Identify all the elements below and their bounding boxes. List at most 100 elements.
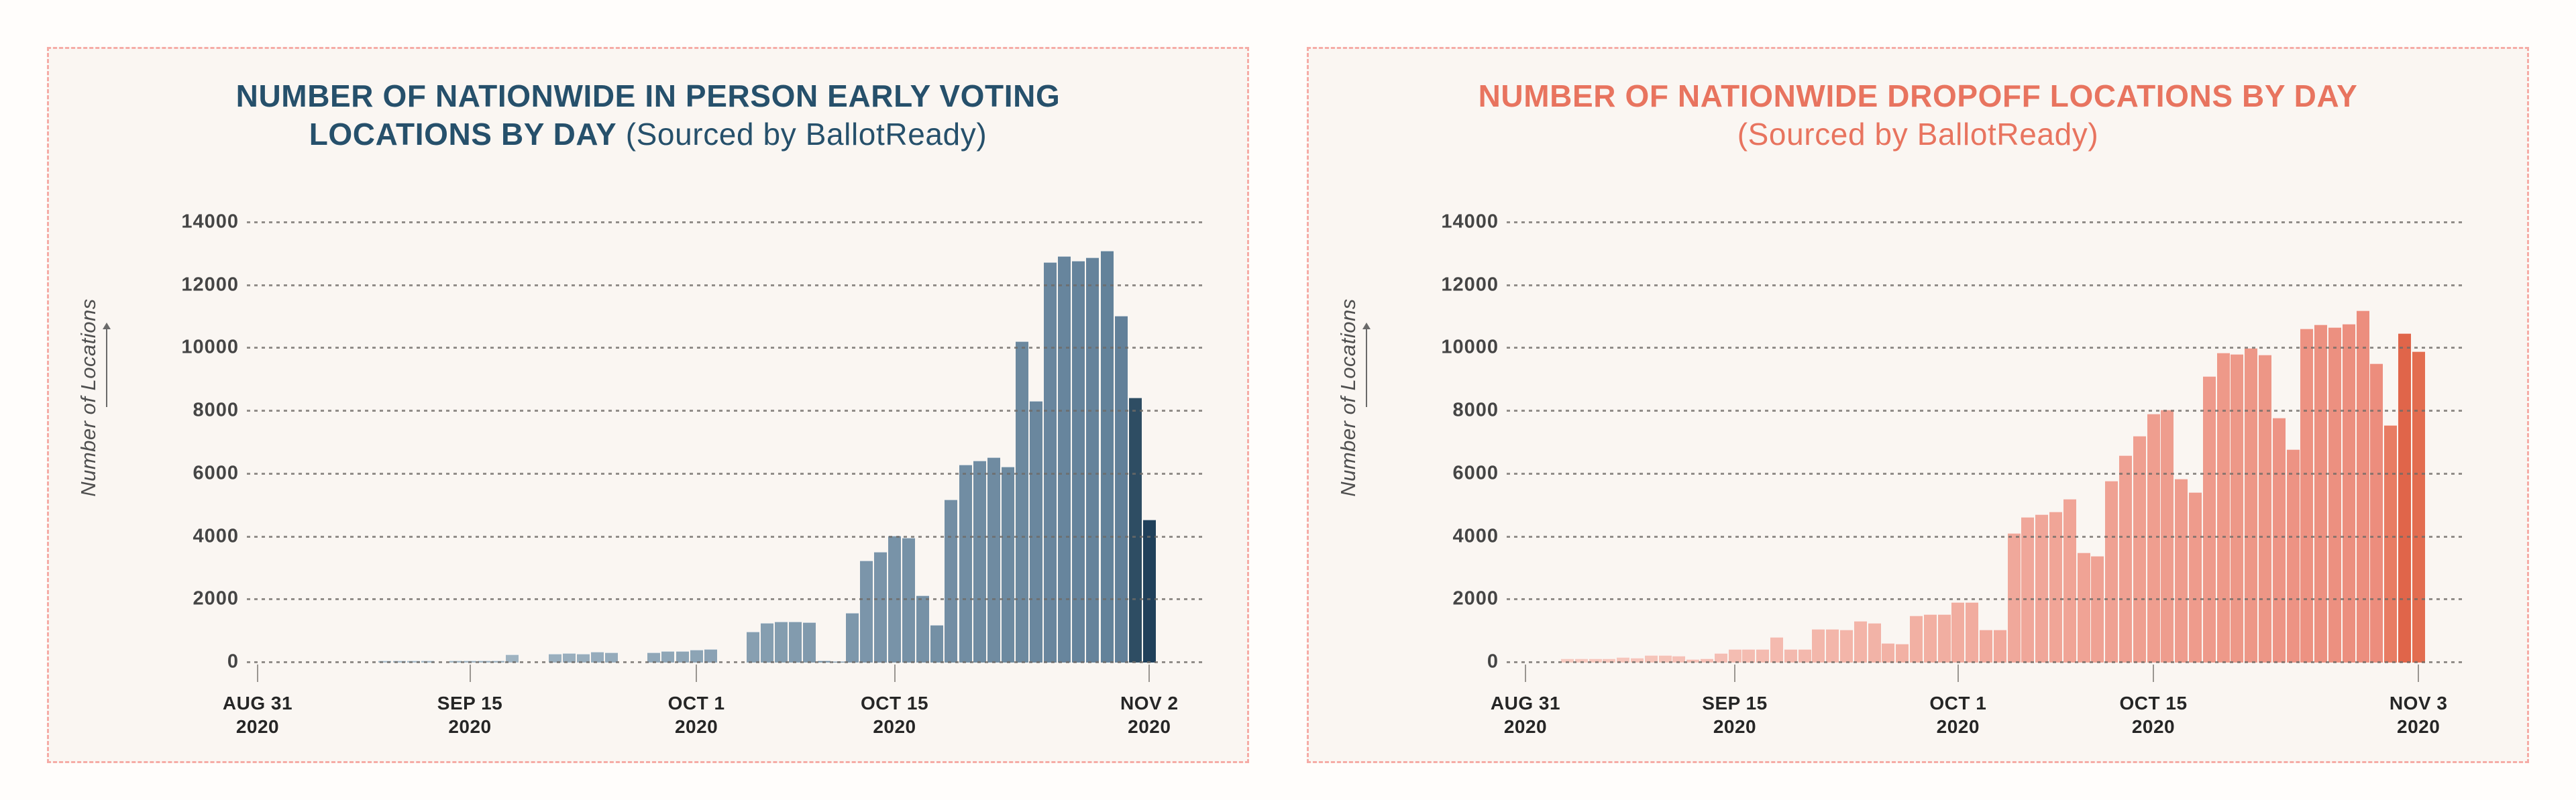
bar-oct-26 [1044, 262, 1057, 663]
y-tick-label-0: 0 [1487, 650, 1499, 673]
bar-sep-23 [1839, 630, 1853, 663]
y-axis-label: Number of Locations [1336, 298, 1360, 497]
y-tick-label-0: 0 [227, 650, 239, 673]
bar-sep-17 [1756, 649, 1770, 663]
x-tick-label-sep-15: SEP 15 2020 [1702, 693, 1768, 737]
y-axis-label: Number of Locations [76, 298, 100, 497]
bar-oct-27 [2314, 325, 2328, 663]
bar-oct-31 [1114, 316, 1128, 663]
bar-sep-24 [1854, 621, 1867, 663]
bar-oct-2 [704, 648, 717, 663]
bar-oct-7 [2035, 514, 2049, 663]
bar-oct-12 [845, 612, 859, 663]
gridline-10000 [1507, 347, 2466, 349]
y-tick-label-8000: 8000 [1452, 399, 1499, 421]
bar-sep-24 [590, 652, 604, 663]
early-voting-chart-card: NUMBER OF NATIONWIDE IN PERSON EARLY VOT… [47, 47, 1249, 763]
bar-sep-11 [1672, 656, 1686, 663]
x-tick-label-nov-3: NOV 3 2020 [2389, 693, 2448, 737]
x-tick-label-nov-2: NOV 2 2020 [1120, 693, 1179, 737]
title-line2-bold: LOCATIONS BY DAY [309, 117, 617, 152]
bar-oct-21 [2231, 353, 2244, 663]
bar-sep-15 [1728, 649, 1741, 663]
bar-sep-9 [1644, 655, 1658, 663]
bar-sep-28 [1909, 615, 1923, 663]
x-tick-label-oct-1: OCT 1 2020 [667, 693, 725, 737]
gridline-8000 [1507, 410, 2466, 412]
bar-oct-18 [930, 624, 944, 663]
gridline-6000 [247, 472, 1206, 475]
bar-sep-18 [1770, 636, 1783, 663]
bar-sep-29 [1923, 614, 1937, 663]
x-tick-label-oct-15: OCT 15 2020 [860, 693, 929, 737]
early-voting-chart-title: NUMBER OF NATIONWIDE IN PERSON EARLY VOT… [49, 77, 1247, 154]
bar-oct-24 [2272, 418, 2286, 663]
bar-oct-17 [2175, 479, 2188, 663]
bar-sep-27 [1896, 644, 1909, 663]
bar-oct-31 [2370, 363, 2383, 663]
bar-oct-11 [2091, 556, 2104, 663]
y-tick-label-12000: 12000 [1441, 274, 1499, 296]
title-line2-source: (Sourced by BallotReady) [616, 117, 987, 152]
bar-nov-1 [2384, 425, 2398, 663]
bar-oct-2 [1966, 602, 1979, 663]
bar-oct-29 [2342, 324, 2355, 663]
bar-nov-3 [2412, 351, 2425, 663]
bar-oct-20 [959, 465, 972, 663]
bar-sep-16 [1742, 649, 1756, 663]
bar-oct-7 [775, 622, 788, 663]
y-tick-label-14000: 14000 [1441, 211, 1499, 233]
bar-oct-8 [2049, 512, 2062, 663]
y-tick-label-12000: 12000 [181, 274, 239, 296]
y-tick-label-10000: 10000 [181, 336, 239, 358]
title-line2-source: (Sourced by BallotReady) [1737, 117, 2099, 152]
bar-oct-13 [2118, 455, 2132, 663]
y-tick-label-14000: 14000 [181, 211, 239, 233]
bar-sep-21 [548, 653, 561, 663]
bar-sep-5 [1589, 658, 1602, 663]
gridline-0 [1507, 661, 2466, 663]
bar-sep-23 [576, 653, 590, 663]
bar-sep-30 [1937, 614, 1951, 663]
y-tick-label-10000: 10000 [1441, 336, 1499, 358]
x-tickmark-oct-15 [894, 665, 896, 682]
bar-oct-28 [1072, 261, 1085, 663]
bar-oct-1 [1951, 602, 1965, 663]
bar-oct-15 [2147, 414, 2160, 663]
x-tickmark-sep-15 [469, 665, 471, 682]
gridline-6000 [1507, 472, 2466, 475]
bar-oct-23 [1001, 467, 1014, 663]
x-tick-label-oct-15: OCT 15 2020 [2119, 693, 2188, 737]
y-tick-label-4000: 4000 [1452, 525, 1499, 547]
bar-sep-26 [1882, 643, 1895, 663]
x-tickmark-oct-1 [696, 665, 698, 682]
y-tick-label-4000: 4000 [193, 525, 239, 547]
gridline-10000 [247, 347, 1206, 349]
bar-oct-22 [987, 457, 1000, 663]
bar-oct-30 [1100, 250, 1114, 663]
up-arrow-icon [103, 323, 111, 410]
bar-oct-27 [1058, 255, 1071, 663]
bar-oct-23 [2258, 355, 2271, 663]
bar-oct-25 [1030, 401, 1042, 663]
bar-sep-25 [605, 652, 618, 663]
bar-nov-2 [1142, 519, 1156, 663]
bar-sep-13 [1700, 659, 1713, 663]
bar-sep-14 [1714, 652, 1727, 663]
up-arrow-icon [1362, 323, 1371, 410]
bar-sep-29 [661, 650, 675, 663]
bar-sep-21 [1812, 629, 1825, 663]
bar-oct-6 [2021, 517, 2035, 663]
x-tickmark-sep-15 [1734, 665, 1735, 682]
gridline-2000 [1507, 598, 2466, 601]
bar-oct-17 [916, 595, 930, 663]
title-line1: NUMBER OF NATIONWIDE IN PERSON EARLY VOT… [235, 78, 1061, 113]
bar-oct-14 [873, 551, 887, 663]
bar-sep-10 [1658, 655, 1672, 663]
gridline-12000 [1507, 284, 2466, 286]
bar-oct-20 [2216, 353, 2230, 663]
bar-oct-8 [789, 621, 802, 663]
gridline-14000 [1507, 221, 2466, 223]
bar-sep-4 [1574, 658, 1588, 663]
